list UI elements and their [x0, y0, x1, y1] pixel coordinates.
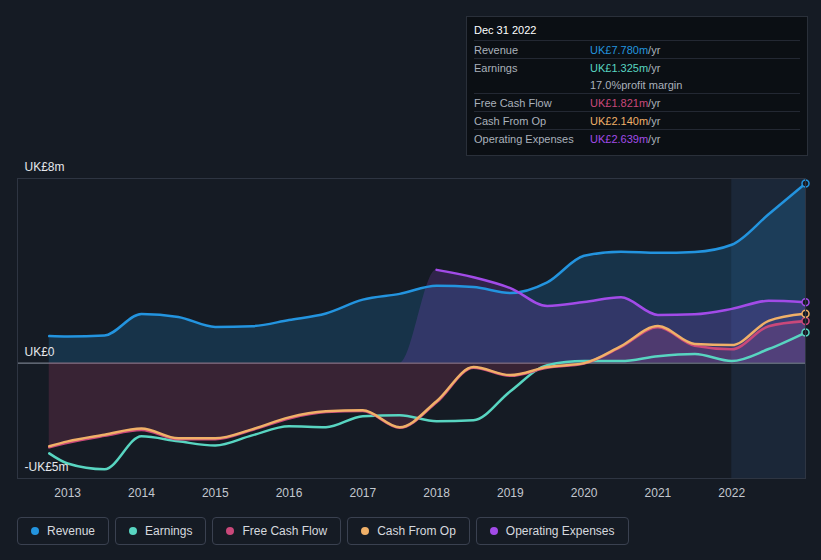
svg-text:2020: 2020 [571, 486, 598, 500]
html-text:Cash From Op: Cash From Op [474, 115, 547, 127]
svg-text:-UK£5m: -UK£5m [25, 460, 69, 474]
html-text:Cash From Op: Cash From Op [377, 524, 456, 538]
svg-text:2021: 2021 [645, 486, 672, 500]
svg-text:UK£8m: UK£8m [25, 160, 65, 174]
html-text:Revenue: Revenue [47, 524, 95, 538]
svg-text:2013: 2013 [54, 486, 81, 500]
html-text:Dec 31 2022: Dec 31 2022 [474, 24, 537, 36]
svg-text:UK£0: UK£0 [25, 345, 55, 359]
html-text:17.0% profit margin: 17.0% profit margin [590, 79, 683, 91]
html-text:UK£7.780m /yr: UK£7.780m /yr [590, 44, 661, 56]
svg-text:2022: 2022 [718, 486, 745, 500]
svg-text:2018: 2018 [423, 486, 450, 500]
html-text:UK£1.821m /yr: UK£1.821m /yr [590, 97, 661, 109]
svg-text:2014: 2014 [128, 486, 155, 500]
html-text:Earnings: Earnings [474, 62, 518, 74]
html-text:Earnings: Earnings [145, 524, 193, 538]
svg-text:2016: 2016 [276, 486, 303, 500]
html-text:UK£1.325m /yr: UK£1.325m /yr [590, 62, 661, 74]
html-text:UK£2.140m /yr: UK£2.140m /yr [590, 115, 661, 127]
html-text:Operating Expenses: Operating Expenses [505, 524, 615, 538]
svg-text:2019: 2019 [497, 486, 524, 500]
html-text:Free Cash Flow: Free Cash Flow [474, 97, 552, 109]
svg-text:2015: 2015 [202, 486, 229, 500]
svg-text:2017: 2017 [349, 486, 376, 500]
html-text:UK£2.639m /yr: UK£2.639m /yr [590, 133, 661, 145]
html-text:Revenue: Revenue [474, 44, 518, 56]
html-text:Operating Expenses: Operating Expenses [474, 133, 574, 145]
html-text:Free Cash Flow: Free Cash Flow [242, 524, 328, 538]
